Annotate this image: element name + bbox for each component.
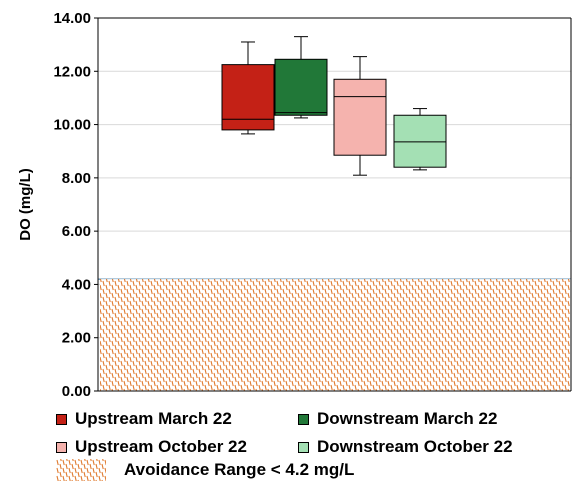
box-0 bbox=[221, 41, 275, 135]
y-axis-title: DO (mg/L) bbox=[17, 168, 34, 241]
y-tick-label-5: 10.00 bbox=[53, 117, 91, 134]
box-3 bbox=[393, 108, 447, 171]
box-rect-1 bbox=[274, 58, 328, 116]
y-tick-label-2: 4.00 bbox=[62, 276, 91, 293]
y-tick-label-3: 6.00 bbox=[62, 223, 91, 240]
y-tick-label-4: 8.00 bbox=[62, 170, 91, 187]
axes bbox=[97, 17, 572, 392]
y-tick-label-0: 0.00 bbox=[62, 383, 91, 400]
y-tick-labels: 0.00 2.00 4.00 6.00 8.00 10.00 12.00 14.00 bbox=[53, 10, 98, 400]
avoidance-range-area bbox=[100, 279, 571, 391]
y-tick-label-6: 12.00 bbox=[53, 63, 91, 80]
box-2 bbox=[333, 56, 387, 176]
box-1 bbox=[274, 36, 328, 119]
box-rect-3 bbox=[393, 114, 447, 168]
y-tick-label-7: 14.00 bbox=[53, 10, 91, 27]
box-rect-0 bbox=[221, 64, 275, 131]
box-series-group bbox=[221, 36, 447, 176]
y-tick-label-1: 2.00 bbox=[62, 330, 91, 347]
box-rect-2 bbox=[333, 78, 387, 156]
